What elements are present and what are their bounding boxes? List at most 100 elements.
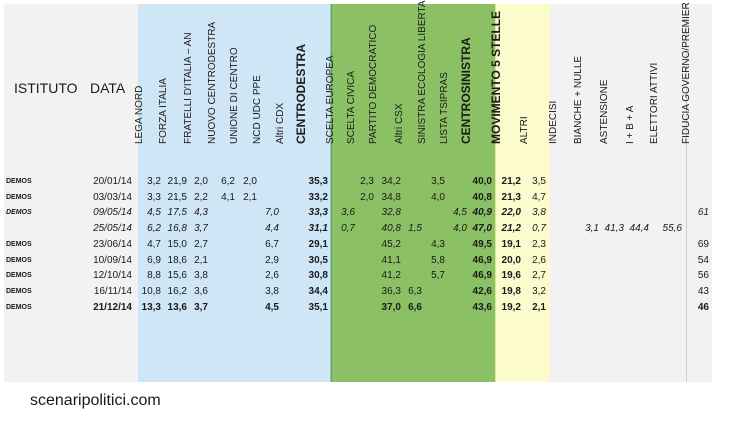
cell-centrodestra: 33,2 <box>308 192 328 203</box>
cell-scelta-civica: 2,3 <box>360 176 374 187</box>
cell-astensione: 41,3 <box>604 223 624 234</box>
cell-nuovo-centrodestra: 4,1 <box>221 192 235 203</box>
cell-centrodestra: 31,1 <box>308 223 328 234</box>
cell-ncd-udc-ppe: 2,6 <box>265 270 279 281</box>
panel-right <box>550 4 711 382</box>
header-data: DATA <box>90 80 126 96</box>
cell-lega-nord: 4,7 <box>147 239 161 250</box>
cell-lega-nord: 10,8 <box>141 286 161 297</box>
cell-centrosinistra: 40,9 <box>472 207 492 218</box>
cell-fiducia: 43 <box>697 286 709 297</box>
cell-istituto: DEMOS <box>6 178 32 185</box>
cell-centrosinistra: 46,9 <box>472 255 492 266</box>
cell-centrosinistra: 43,6 <box>472 302 492 313</box>
cell-sel: 4,0 <box>431 192 445 203</box>
cell-istituto: DEMOS <box>6 209 32 216</box>
cell-forza-italia: 18,6 <box>167 255 187 266</box>
cell-centrosinistra: 40,0 <box>472 176 492 187</box>
cell-pd: 34,8 <box>381 192 401 203</box>
cell-fiducia: 54 <box>697 255 709 266</box>
cell-ncd-udc-ppe: 4,5 <box>265 302 279 313</box>
cell-fratelli-italia: 3,7 <box>194 223 208 234</box>
cell-m5s: 22,0 <box>501 207 521 218</box>
cell-pd: 40,8 <box>381 223 401 234</box>
panel-m5s <box>495 4 551 382</box>
cell-m5s: 21,2 <box>501 223 521 234</box>
panel-centrodestra <box>138 4 331 382</box>
cell-fiducia: 69 <box>697 239 709 250</box>
cell-m5s: 21,3 <box>501 192 521 203</box>
cell-pd: 36,3 <box>381 286 401 297</box>
cell-altri: 3,5 <box>532 176 546 187</box>
cell-unione-centro: 2,1 <box>243 192 257 203</box>
cell-forza-italia: 15,0 <box>167 239 187 250</box>
cell-altri: 2,3 <box>532 239 546 250</box>
cell-ncd-udc-ppe: 7,0 <box>265 207 279 218</box>
cell-nuovo-centrodestra: 6,2 <box>221 176 235 187</box>
cell-altri-csx: 1,5 <box>408 223 422 234</box>
cell-pd: 32,8 <box>381 207 401 218</box>
cell-fratelli-italia: 2,0 <box>194 176 208 187</box>
cell-pd: 34,2 <box>381 176 401 187</box>
cell-centrodestra: 35,1 <box>308 302 328 313</box>
cell-data: 03/03/14 <box>93 192 132 203</box>
cell-altri: 2,6 <box>532 255 546 266</box>
cell-ncd-udc-ppe: 2,9 <box>265 255 279 266</box>
cell-fratelli-italia: 2,1 <box>194 255 208 266</box>
cell-data: 21/12/14 <box>93 302 132 313</box>
cell-altri-csx: 6,6 <box>408 302 422 313</box>
cell-tsipras: 4,0 <box>453 223 467 234</box>
cell-data: 10/09/14 <box>93 255 132 266</box>
cell-lega-nord: 6,9 <box>147 255 161 266</box>
cell-fratelli-italia: 3,6 <box>194 286 208 297</box>
cell-tsipras: 4,5 <box>453 207 467 218</box>
footer-site: scenaripolitici.com <box>30 392 161 409</box>
cell-istituto: DEMOS <box>6 288 32 295</box>
cell-lega-nord: 6,2 <box>147 223 161 234</box>
cell-centrosinistra: 47,0 <box>472 223 492 234</box>
cell-centrodestra: 29,1 <box>308 239 328 250</box>
cell-data: 16/11/14 <box>93 286 132 297</box>
cell-centrodestra: 35,3 <box>308 176 328 187</box>
cell-bianche-nulle: 3,1 <box>585 223 599 234</box>
cell-lega-nord: 3,2 <box>147 176 161 187</box>
cell-fratelli-italia: 3,8 <box>194 270 208 281</box>
cell-data: 09/05/14 <box>93 207 132 218</box>
cell-unione-centro: 2,0 <box>243 176 257 187</box>
cell-altri: 2,7 <box>532 270 546 281</box>
cell-forza-italia: 21,9 <box>167 176 187 187</box>
cell-altri-csx: 6,3 <box>408 286 422 297</box>
cell-pd: 41,1 <box>381 255 401 266</box>
cell-m5s: 19,8 <box>501 286 521 297</box>
cell-scelta-europea: 3,6 <box>341 207 355 218</box>
cell-m5s: 21,2 <box>501 176 521 187</box>
panel-centrosinistra <box>331 4 495 382</box>
cell-lega-nord: 4,5 <box>147 207 161 218</box>
cell-data: 23/06/14 <box>93 239 132 250</box>
cell-istituto: DEMOS <box>6 241 32 248</box>
cell-forza-italia: 15,6 <box>167 270 187 281</box>
cell-istituto: DEMOS <box>6 272 32 279</box>
cell-elettori-attivi: 55,6 <box>662 223 682 234</box>
cell-centrodestra: 30,8 <box>308 270 328 281</box>
cell-altri: 4,7 <box>532 192 546 203</box>
cell-centrosinistra: 46,9 <box>472 270 492 281</box>
cell-data: 25/05/14 <box>93 223 132 234</box>
cell-sel: 5,7 <box>431 270 445 281</box>
cell-centrodestra: 34,4 <box>308 286 328 297</box>
cell-forza-italia: 17,5 <box>167 207 187 218</box>
cell-pd: 41,2 <box>381 270 401 281</box>
cell-ncd-udc-ppe: 3,8 <box>265 286 279 297</box>
cell-istituto: DEMOS <box>6 194 32 201</box>
cell-sel: 3,5 <box>431 176 445 187</box>
cell-centrodestra: 33,3 <box>308 207 328 218</box>
header-istituto: ISTITUTO <box>14 80 78 96</box>
cell-istituto: DEMOS <box>6 257 32 264</box>
cell-pd: 45,2 <box>381 239 401 250</box>
cell-altri: 0,7 <box>532 223 546 234</box>
cell-lega-nord: 8,8 <box>147 270 161 281</box>
cell-sel: 5,8 <box>431 255 445 266</box>
cell-ibA: 44,4 <box>629 223 649 234</box>
cell-altri: 3,8 <box>532 207 546 218</box>
cell-lega-nord: 13,3 <box>141 302 161 313</box>
